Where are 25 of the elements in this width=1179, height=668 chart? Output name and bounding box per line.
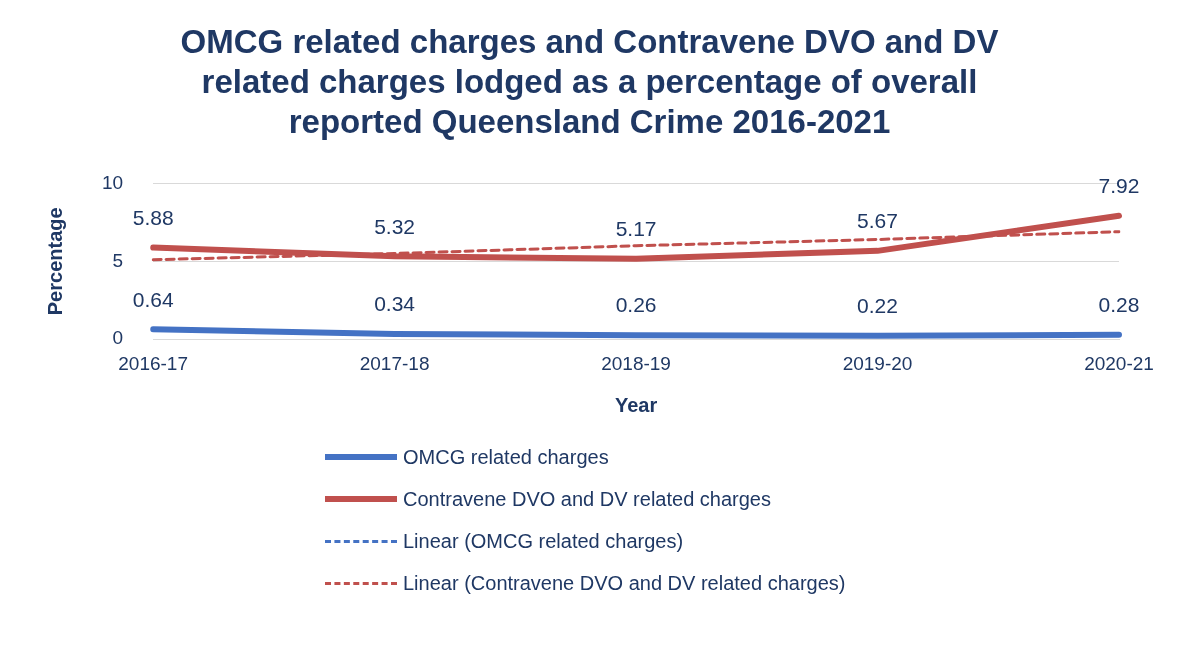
y-tick-label: 0: [112, 327, 124, 349]
data-label: 7.92: [1098, 174, 1140, 198]
data-label: 0.34: [374, 292, 416, 316]
data-label: 0.64: [132, 287, 174, 311]
x-axis-title: Year: [614, 393, 658, 416]
x-tick-label: 2017-18: [359, 352, 430, 374]
x-tick-label: 2016-17: [118, 352, 188, 374]
y-axis-title: Percentage: [43, 207, 66, 316]
data-label: 5.67: [857, 209, 898, 233]
data-label: 0.26: [615, 293, 657, 317]
data-label: 5.32: [374, 214, 416, 238]
chart-title: OMCG related charges and Contravene DVO and DV related charges lodged as a percentage of overall reported Queensland Crime 2016-2021: [179, 22, 1000, 142]
y-tick-label: 10: [101, 171, 124, 193]
x-tick-label: 2020-21: [1084, 352, 1154, 374]
data-label: 5.17: [615, 216, 657, 240]
x-tick-label: 2019-20: [842, 352, 913, 374]
legend-label: Linear (OMCG related charges): [403, 529, 684, 553]
legend-label: OMCG related charges: [403, 445, 609, 469]
data-label: 0.28: [1098, 293, 1140, 317]
y-tick-label: 5: [112, 249, 124, 271]
legend-label: Contravene DVO and DV related charges: [403, 487, 771, 511]
data-label: 0.22: [857, 294, 898, 318]
legend-label: Linear (Contravene DVO and DV related charges): [403, 571, 846, 595]
x-tick-label: 2018-19: [601, 352, 671, 374]
data-label: 5.88: [132, 205, 174, 229]
